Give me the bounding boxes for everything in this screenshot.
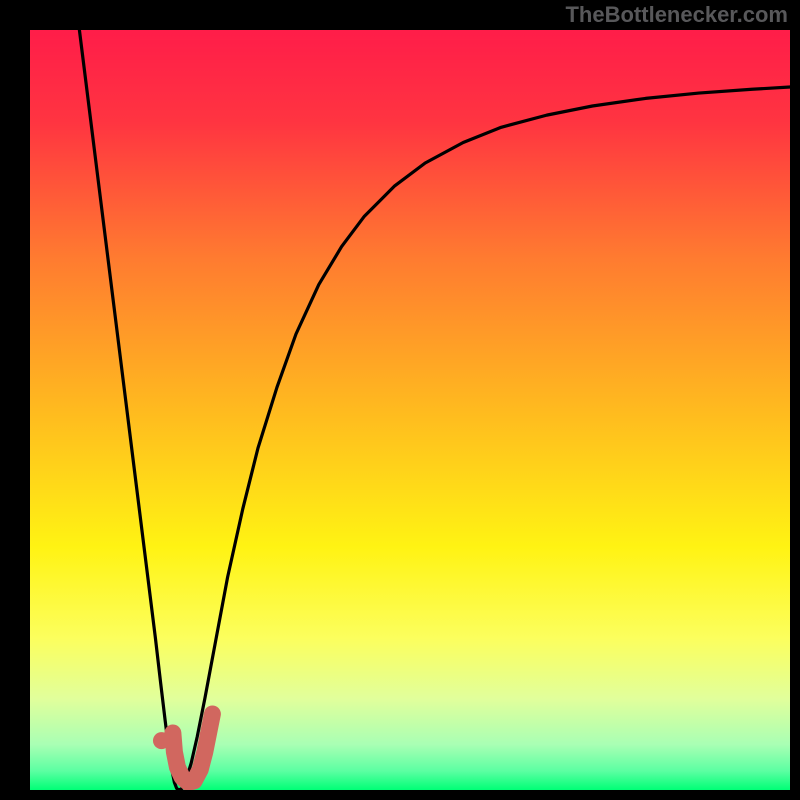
plot-svg: [30, 30, 790, 790]
watermark-text: TheBottlenecker.com: [565, 2, 788, 28]
chart-canvas: TheBottlenecker.com: [0, 0, 800, 800]
plot-area: [30, 30, 790, 790]
marker-dot: [153, 732, 170, 749]
plot-background: [30, 30, 790, 790]
